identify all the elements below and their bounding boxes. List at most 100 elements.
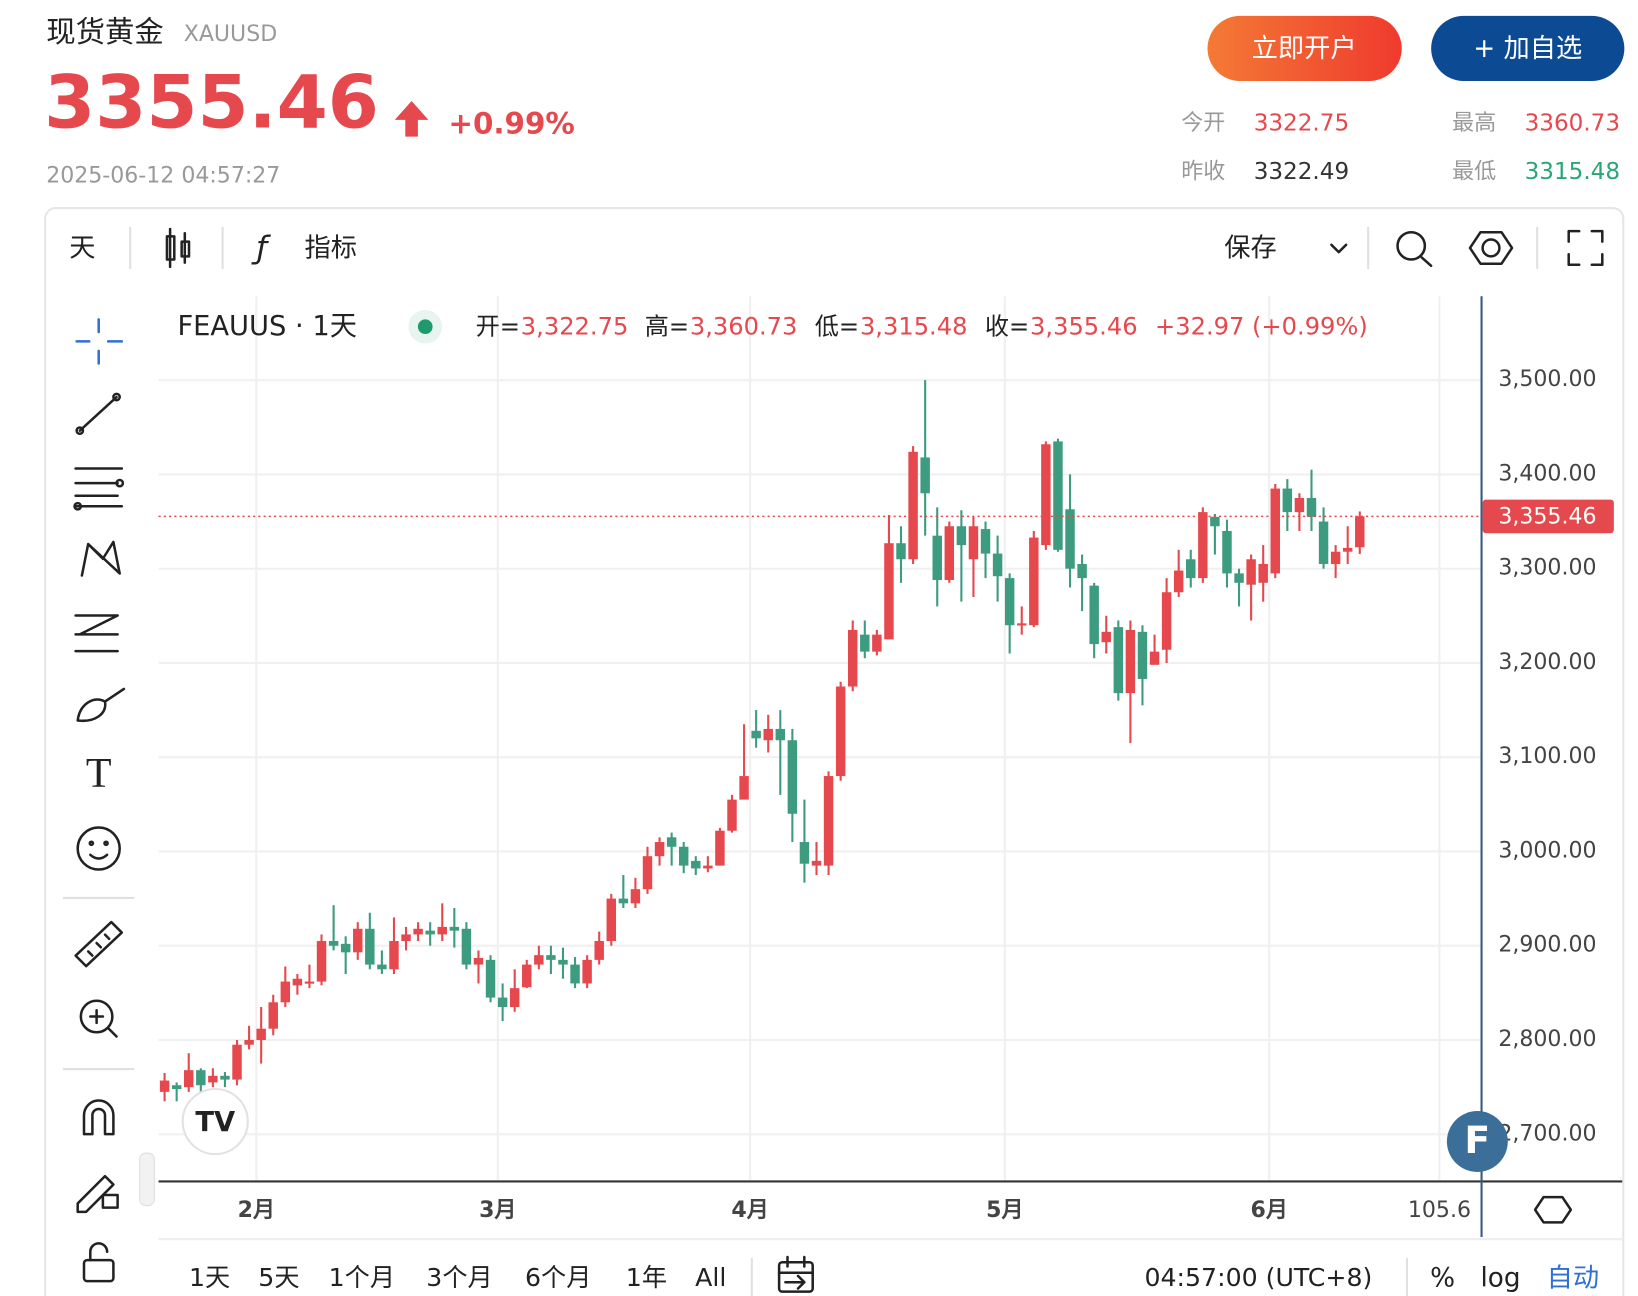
- axis-settings-icon[interactable]: [1533, 1195, 1573, 1224]
- stat-value: 3322.49: [1254, 159, 1349, 185]
- fib-tool[interactable]: [73, 467, 125, 511]
- candle-type-icon[interactable]: [165, 227, 191, 269]
- candle-body: [763, 728, 773, 741]
- candle-body: [280, 981, 291, 1003]
- watchlist-label[interactable]: + 加自选: [1473, 34, 1582, 64]
- save-chevron[interactable]: [1330, 243, 1348, 254]
- candle-body: [413, 928, 423, 935]
- candle-body: [847, 629, 858, 687]
- pattern-tool[interactable]: [80, 540, 121, 577]
- trendline-tool[interactable]: [75, 392, 121, 436]
- price: 3355.46: [44, 60, 379, 145]
- axis-option[interactable]: 自动: [1547, 1264, 1599, 1294]
- alert-icon[interactable]: [1396, 230, 1433, 268]
- interval-button[interactable]: 天: [69, 234, 95, 264]
- candle-body: [449, 926, 460, 931]
- legend-value: 3,315.48: [860, 313, 968, 341]
- prediction-tool[interactable]: [74, 614, 119, 653]
- candle-body: [171, 1085, 182, 1090]
- candle-body: [908, 451, 918, 560]
- candle-body: [1210, 516, 1220, 527]
- candle-body: [799, 842, 810, 864]
- watchlist-button[interactable]: [1431, 15, 1625, 81]
- emoji-tool[interactable]: [76, 826, 121, 871]
- candle-body: [1137, 631, 1148, 679]
- candle-body: [1004, 578, 1015, 626]
- axis-option[interactable]: %: [1430, 1264, 1455, 1294]
- candle-body: [691, 860, 701, 869]
- crosshair-tool[interactable]: [75, 318, 124, 365]
- candle-body: [522, 964, 532, 988]
- range-button[interactable]: All: [695, 1263, 726, 1292]
- stat-label: 昨收: [1181, 159, 1225, 184]
- y-tick-label: 3,500.00: [1498, 367, 1596, 392]
- range-button[interactable]: 1年: [626, 1263, 667, 1292]
- f-logo[interactable]: [1446, 1111, 1508, 1172]
- brush-tool[interactable]: [76, 687, 126, 723]
- candle-body: [256, 1028, 266, 1041]
- candle-body: [437, 926, 447, 935]
- fullscreen-icon[interactable]: [1567, 229, 1604, 267]
- legend-value: 3,322.75: [521, 313, 629, 341]
- text-tool[interactable]: T: [86, 751, 112, 797]
- footer: 1天 5天 1个月 3个月 6个月 1年 All 04:57:00 (UTC+8)% log 自动: [189, 1263, 1599, 1294]
- open-account-label[interactable]: 立即开户: [1252, 34, 1357, 64]
- legend-change: +32.97 (+0.99%): [1155, 313, 1368, 341]
- indicator-icon[interactable]: ƒ: [251, 230, 271, 266]
- candle-body: [787, 740, 798, 814]
- range-button[interactable]: 1个月: [329, 1263, 395, 1292]
- candle-body: [944, 526, 955, 580]
- tv-logo[interactable]: [181, 1087, 249, 1156]
- settings-icon[interactable]: [1468, 230, 1514, 265]
- asset-name: 现货黄金: [46, 15, 164, 49]
- price-change: +0.99%: [448, 107, 575, 141]
- candle-body: [932, 535, 942, 580]
- f-logo-mark[interactable]: F: [1464, 1118, 1490, 1162]
- candle-body: [811, 860, 822, 866]
- zoom-tool[interactable]: [79, 999, 118, 1038]
- open-account-button[interactable]: [1207, 15, 1402, 81]
- candle-body: [751, 730, 761, 739]
- legend-label: 高=: [645, 313, 689, 341]
- candle-body: [220, 1075, 230, 1080]
- range-button[interactable]: 1天: [189, 1263, 230, 1292]
- candle-body: [1198, 512, 1208, 579]
- candle-body: [1270, 488, 1280, 574]
- range-button[interactable]: 3个月: [426, 1263, 492, 1292]
- candle-body: [292, 978, 303, 986]
- range-button[interactable]: 5天: [258, 1263, 299, 1292]
- y-tick-label: 3,100.00: [1498, 744, 1596, 769]
- up-arrow: [394, 100, 429, 137]
- candle-body: [715, 830, 725, 866]
- ruler-tool[interactable]: [74, 920, 124, 968]
- x-tick-label: 105.6: [1408, 1198, 1471, 1223]
- candle-body: [304, 981, 315, 984]
- candle-body: [582, 959, 592, 984]
- legend-value: 3,355.46: [1030, 313, 1138, 341]
- legend-label: 低=: [815, 313, 859, 341]
- range-button[interactable]: 6个月: [525, 1263, 591, 1292]
- lock-draw-tool[interactable]: [76, 1174, 119, 1214]
- legend-items: 开= 3,322.75 高= 3,360.73 低= 3,315.48 收= 3,355.46: [476, 313, 1138, 341]
- axis-option[interactable]: log: [1481, 1264, 1521, 1294]
- legend-symbol: FEAUUS · 1天: [177, 311, 357, 342]
- magnet-tool[interactable]: [82, 1099, 115, 1136]
- candle-body: [1053, 441, 1063, 550]
- candle-body: [1330, 551, 1341, 564]
- candle-body: [316, 941, 327, 982]
- candle-body: [1294, 497, 1305, 513]
- candle-body: [1077, 563, 1087, 579]
- tv-logo-mark[interactable]: TV: [195, 1107, 235, 1138]
- candle-body: [992, 553, 1003, 577]
- candle-body: [473, 957, 484, 965]
- candle-body: [968, 526, 979, 560]
- lock-tool[interactable]: [82, 1242, 115, 1283]
- stat-label: 今开: [1181, 111, 1225, 136]
- candle-body: [1041, 444, 1051, 546]
- candle-body: [401, 934, 411, 942]
- save-button[interactable]: 保存: [1224, 234, 1276, 264]
- date-range-icon[interactable]: [777, 1255, 814, 1293]
- indicators-button[interactable]: 指标: [305, 234, 357, 264]
- collapse-handle[interactable]: [139, 1152, 155, 1207]
